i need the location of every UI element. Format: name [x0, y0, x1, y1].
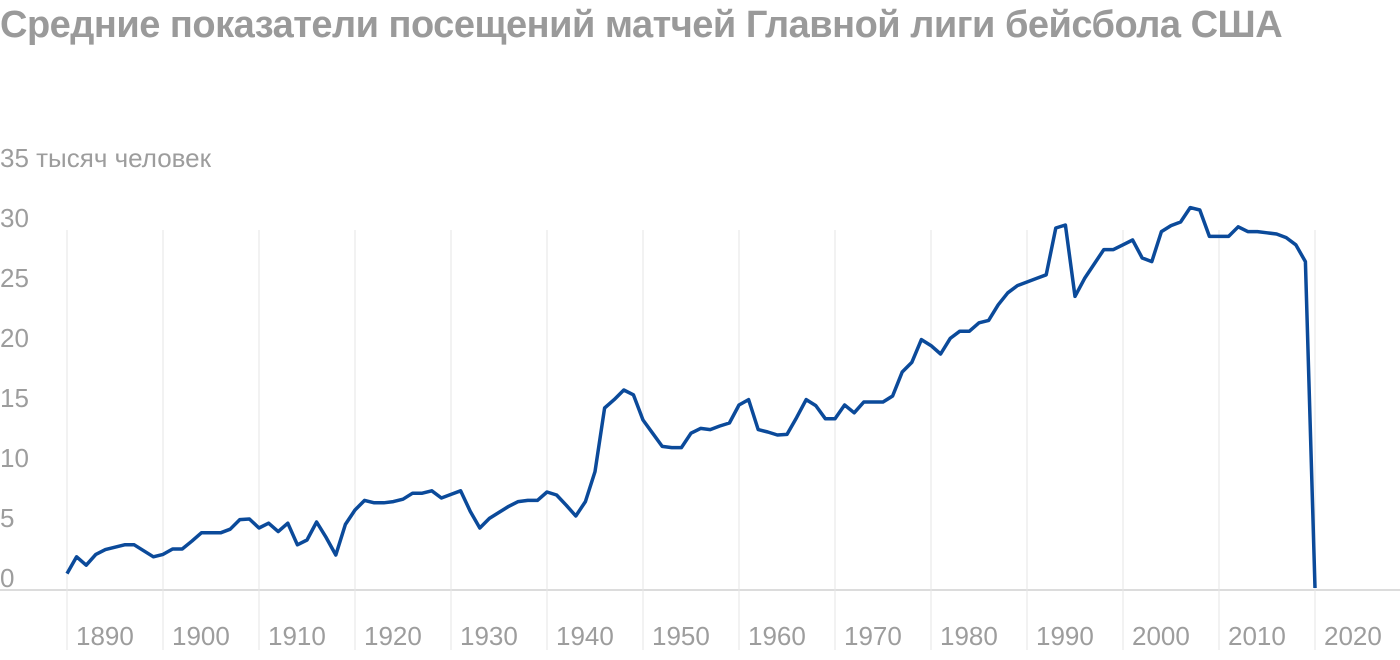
x-tick-label: 2000	[1132, 621, 1190, 651]
x-tick-label: 1990	[1036, 621, 1094, 651]
y-tick-label: 35 тысяч человек	[0, 143, 212, 173]
y-tick-label: 25	[0, 263, 29, 293]
data-line	[65, 205, 1317, 589]
y-tick-label: 10	[0, 443, 29, 473]
x-tick-label: 1950	[652, 621, 710, 651]
x-tick-label: 2010	[1228, 621, 1286, 651]
y-tick-label: 0	[0, 563, 14, 593]
x-tick-label: 1940	[556, 621, 614, 651]
y-tick-label: 15	[0, 383, 29, 413]
x-tick-label: 1900	[172, 621, 230, 651]
x-tick-label: 1890	[76, 621, 134, 651]
x-tick-label: 1920	[364, 621, 422, 651]
x-tick-label: 1980	[940, 621, 998, 651]
y-tick-label: 5	[0, 503, 14, 533]
x-tick-label: 1910	[268, 621, 326, 651]
x-tick-label: 2020	[1324, 621, 1382, 651]
x-tick-label: 1960	[748, 621, 806, 651]
y-tick-label: 20	[0, 323, 29, 353]
x-tick-label: 1930	[460, 621, 518, 651]
x-tick-label: 1970	[844, 621, 902, 651]
y-tick-label: 30	[0, 203, 29, 233]
chart-title: Средние показатели посещений матчей Глав…	[0, 4, 1283, 46]
